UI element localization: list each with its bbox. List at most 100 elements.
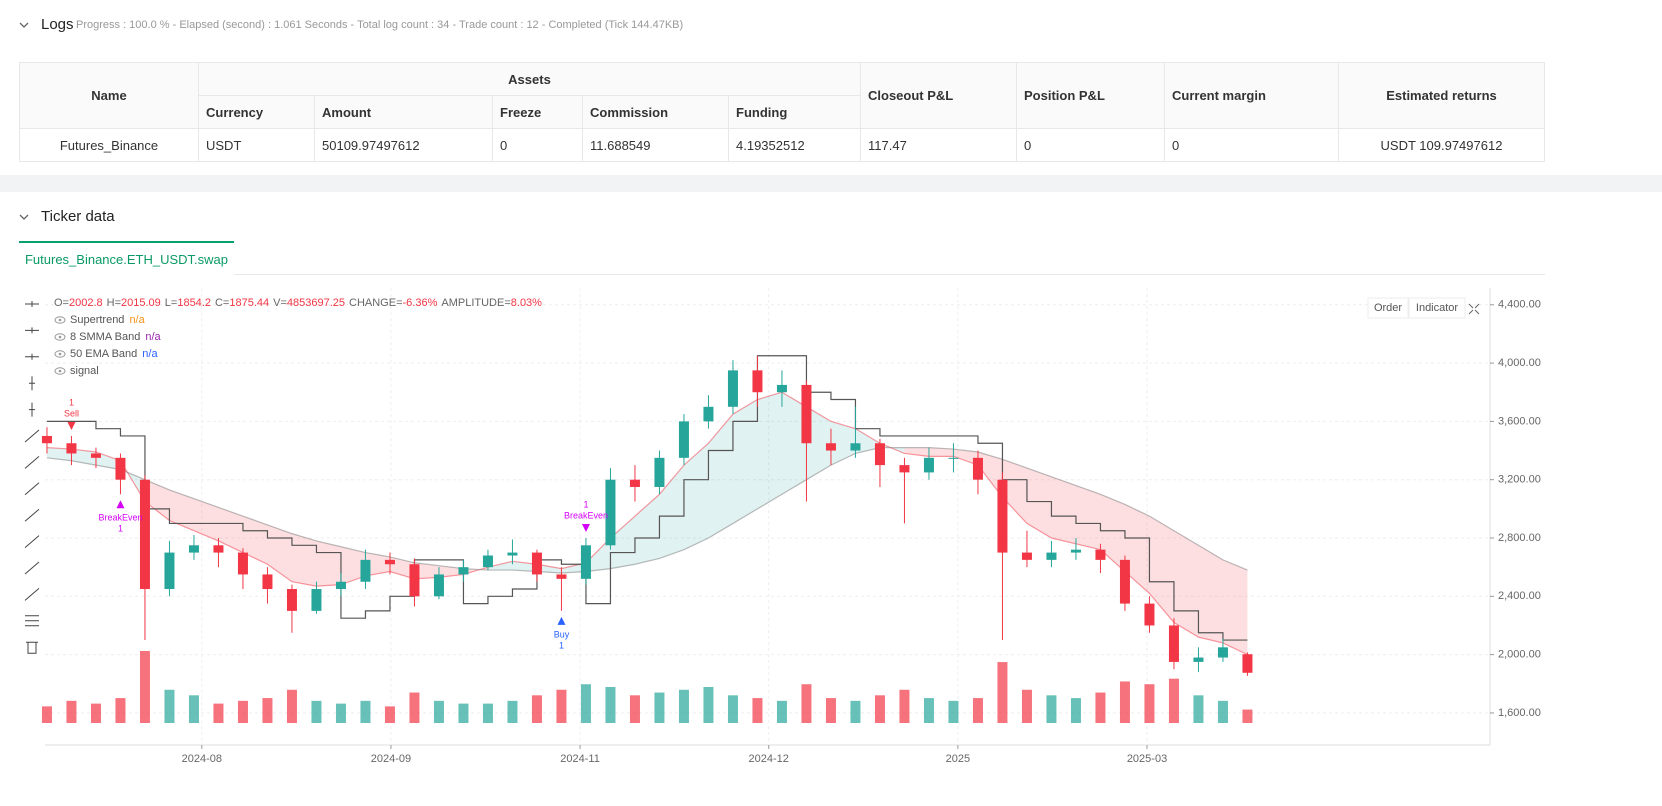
header-value: 1854.2 (177, 297, 211, 309)
y-tick-label: 2,000.00 (1498, 649, 1541, 661)
y-tick-label: 3,600.00 (1498, 415, 1541, 427)
header-value: -6.36% (403, 297, 438, 309)
band-fill (144, 479, 170, 521)
signal-label: Buy (554, 629, 570, 639)
candle-body (458, 567, 469, 575)
candle-body (899, 465, 910, 473)
signal-count: 1 (583, 499, 588, 509)
candle-body (507, 552, 518, 556)
candle-body (629, 479, 640, 487)
eye-icon (54, 367, 66, 375)
tool-icon[interactable] (24, 561, 40, 575)
toolbar-button[interactable] (1367, 297, 1409, 319)
signal-label: BreakEven (98, 513, 142, 523)
tool-icon[interactable] (24, 482, 40, 496)
eye-icon (54, 350, 66, 358)
band-fill (389, 556, 415, 579)
volume-bar (1095, 692, 1106, 723)
band-fill (904, 447, 929, 457)
band-fill (46, 447, 72, 461)
header-cell: Freeze (492, 95, 583, 129)
signal-label: BreakEven (564, 510, 608, 520)
collapse-icon[interactable] (18, 19, 30, 31)
signal-arrow (116, 500, 125, 509)
candle-body (262, 574, 273, 590)
tool-icon[interactable] (25, 301, 39, 307)
tool-icon[interactable] (25, 615, 39, 627)
tool-icon[interactable] (24, 508, 40, 522)
cell: 0 (1016, 128, 1165, 162)
band-fill (1198, 545, 1223, 643)
signal-arrow (581, 524, 590, 533)
header-value: 2015.09 (121, 297, 161, 309)
eye-icon (54, 333, 66, 341)
x-tick-label: 2025 (946, 753, 970, 765)
volume-bar (262, 698, 273, 723)
candle-body (531, 552, 542, 575)
indicator-name: 8 SMMA Band n/a (70, 331, 162, 343)
volume-bar (825, 698, 836, 723)
band-fill (414, 562, 439, 579)
band-fill (267, 524, 292, 582)
tool-icon[interactable] (24, 429, 40, 443)
volume-bar (41, 706, 52, 723)
header-cell: Funding (728, 95, 861, 129)
logs-title: Logs (41, 16, 74, 33)
header-cell: Estimated returns (1338, 62, 1545, 129)
button-label: Order (1374, 302, 1402, 314)
toolbar-button[interactable] (1408, 297, 1466, 319)
header-label: L= (165, 297, 178, 309)
header-cell: Commission (582, 95, 729, 129)
band-fill (708, 414, 733, 539)
tool-icon[interactable] (29, 402, 35, 417)
band-fill (71, 449, 96, 466)
volume-bar (139, 651, 150, 723)
eye-pupil (58, 369, 62, 373)
volume-bar (360, 700, 371, 723)
candle-body (286, 589, 297, 611)
volume-bar (458, 703, 469, 723)
supertrend-line (46, 355, 1248, 641)
eye-pupil (58, 335, 62, 339)
candle-body (409, 564, 420, 597)
band-fill (1173, 530, 1199, 638)
candle-body (801, 384, 812, 444)
tool-icon[interactable] (29, 376, 35, 391)
header-label: V= (273, 297, 287, 309)
x-tick-label: 2025-03 (1127, 753, 1167, 765)
band-fill (1124, 504, 1150, 594)
tool-icon[interactable] (24, 588, 40, 601)
signal-count: 1 (69, 397, 74, 407)
volume-bar (899, 689, 910, 723)
candle-body (1217, 647, 1228, 658)
header-label: O= (54, 297, 69, 309)
band-fill (659, 465, 684, 559)
candle-body (1119, 559, 1130, 604)
signal-label: Sell (64, 408, 79, 418)
volume-bar (164, 689, 175, 723)
x-tick-label: 2024-09 (371, 753, 411, 765)
tool-icon[interactable] (26, 641, 38, 654)
header-label: C= (215, 297, 229, 309)
tool-icon[interactable] (24, 456, 40, 469)
collapse-icon[interactable] (18, 211, 30, 223)
band-fill (316, 540, 341, 587)
volume-bar (384, 706, 395, 723)
volume-bar (850, 700, 861, 723)
indicator-value: n/a (142, 348, 158, 360)
symbol-tab[interactable]: Futures_Binance.ETH_USDT.swap (19, 241, 234, 276)
cell: 0 (492, 128, 583, 162)
ohlc-header: O=2002.8 H=2015.09 L=1854.2 C=1875.44 V=4853… (54, 297, 542, 309)
tool-icon[interactable] (24, 535, 40, 548)
band-fill (1149, 516, 1174, 623)
tool-icon[interactable] (25, 327, 39, 334)
y-tick-label: 4,000.00 (1498, 357, 1541, 369)
candle-body (237, 552, 248, 575)
header-value: 2002.8 (69, 297, 103, 309)
band-fill (977, 451, 1003, 498)
y-tick-label: 4,400.00 (1498, 299, 1541, 311)
ticker-title: Ticker data (41, 208, 115, 225)
band-fill (1026, 468, 1052, 539)
tool-icon[interactable] (25, 353, 39, 360)
volume-bar (703, 687, 714, 723)
